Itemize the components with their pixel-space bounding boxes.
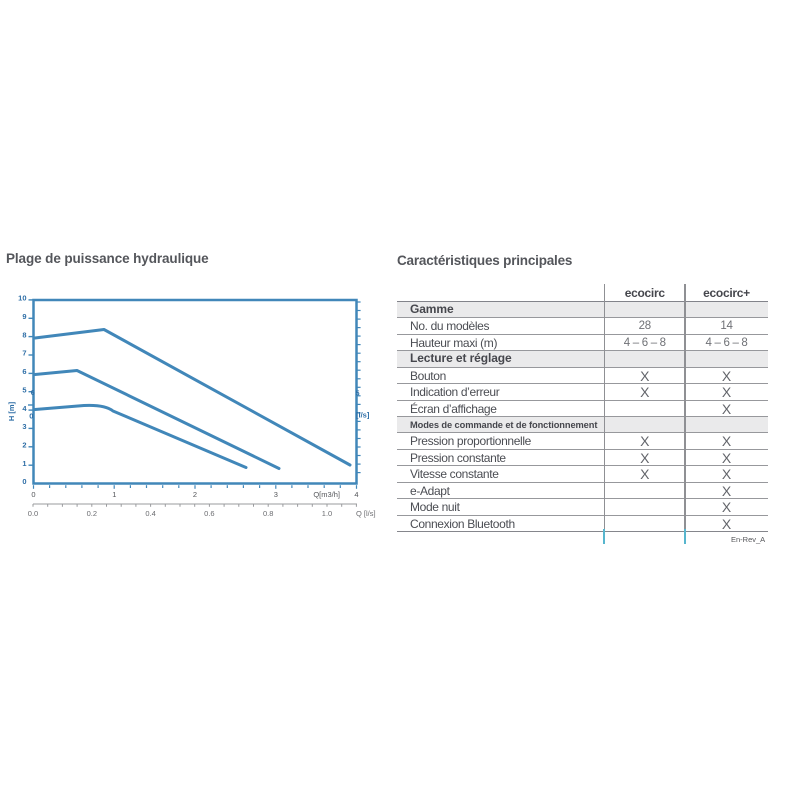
svg-text:1.0: 1.0: [322, 509, 332, 518]
svg-text:0: 0: [22, 477, 26, 486]
svg-text:10: 10: [18, 294, 26, 303]
svg-text:Q[m3/h]: Q[m3/h]: [313, 490, 340, 499]
svg-text:0: 0: [31, 490, 35, 499]
svg-text:H [m]: H [m]: [7, 401, 16, 421]
svg-text:1: 1: [22, 459, 26, 468]
svg-text:6: 6: [22, 367, 26, 376]
svg-text:5: 5: [356, 390, 360, 397]
svg-text:Q [l/s]: Q [l/s]: [356, 509, 376, 518]
svg-text:2: 2: [193, 490, 197, 499]
svg-text:4: 4: [354, 490, 358, 499]
svg-text:0.2: 0.2: [87, 509, 97, 518]
svg-text:[l/s]: [l/s]: [356, 411, 370, 420]
svg-text:0.8: 0.8: [263, 509, 273, 518]
svg-text:8: 8: [22, 330, 26, 339]
svg-text:0.6: 0.6: [204, 509, 214, 518]
svg-text:9: 9: [22, 312, 26, 321]
svg-text:7: 7: [22, 349, 26, 358]
svg-text:5: 5: [22, 385, 26, 394]
svg-text:1: 1: [112, 490, 116, 499]
svg-text:0.4: 0.4: [145, 509, 155, 518]
svg-text:0.0: 0.0: [28, 509, 38, 518]
svg-text:3: 3: [22, 422, 26, 431]
svg-text:2: 2: [22, 441, 26, 450]
svg-text:6: 6: [31, 390, 35, 397]
svg-text:3: 3: [274, 490, 278, 499]
svg-text:4: 4: [22, 404, 27, 413]
svg-text:0: 0: [29, 411, 33, 420]
